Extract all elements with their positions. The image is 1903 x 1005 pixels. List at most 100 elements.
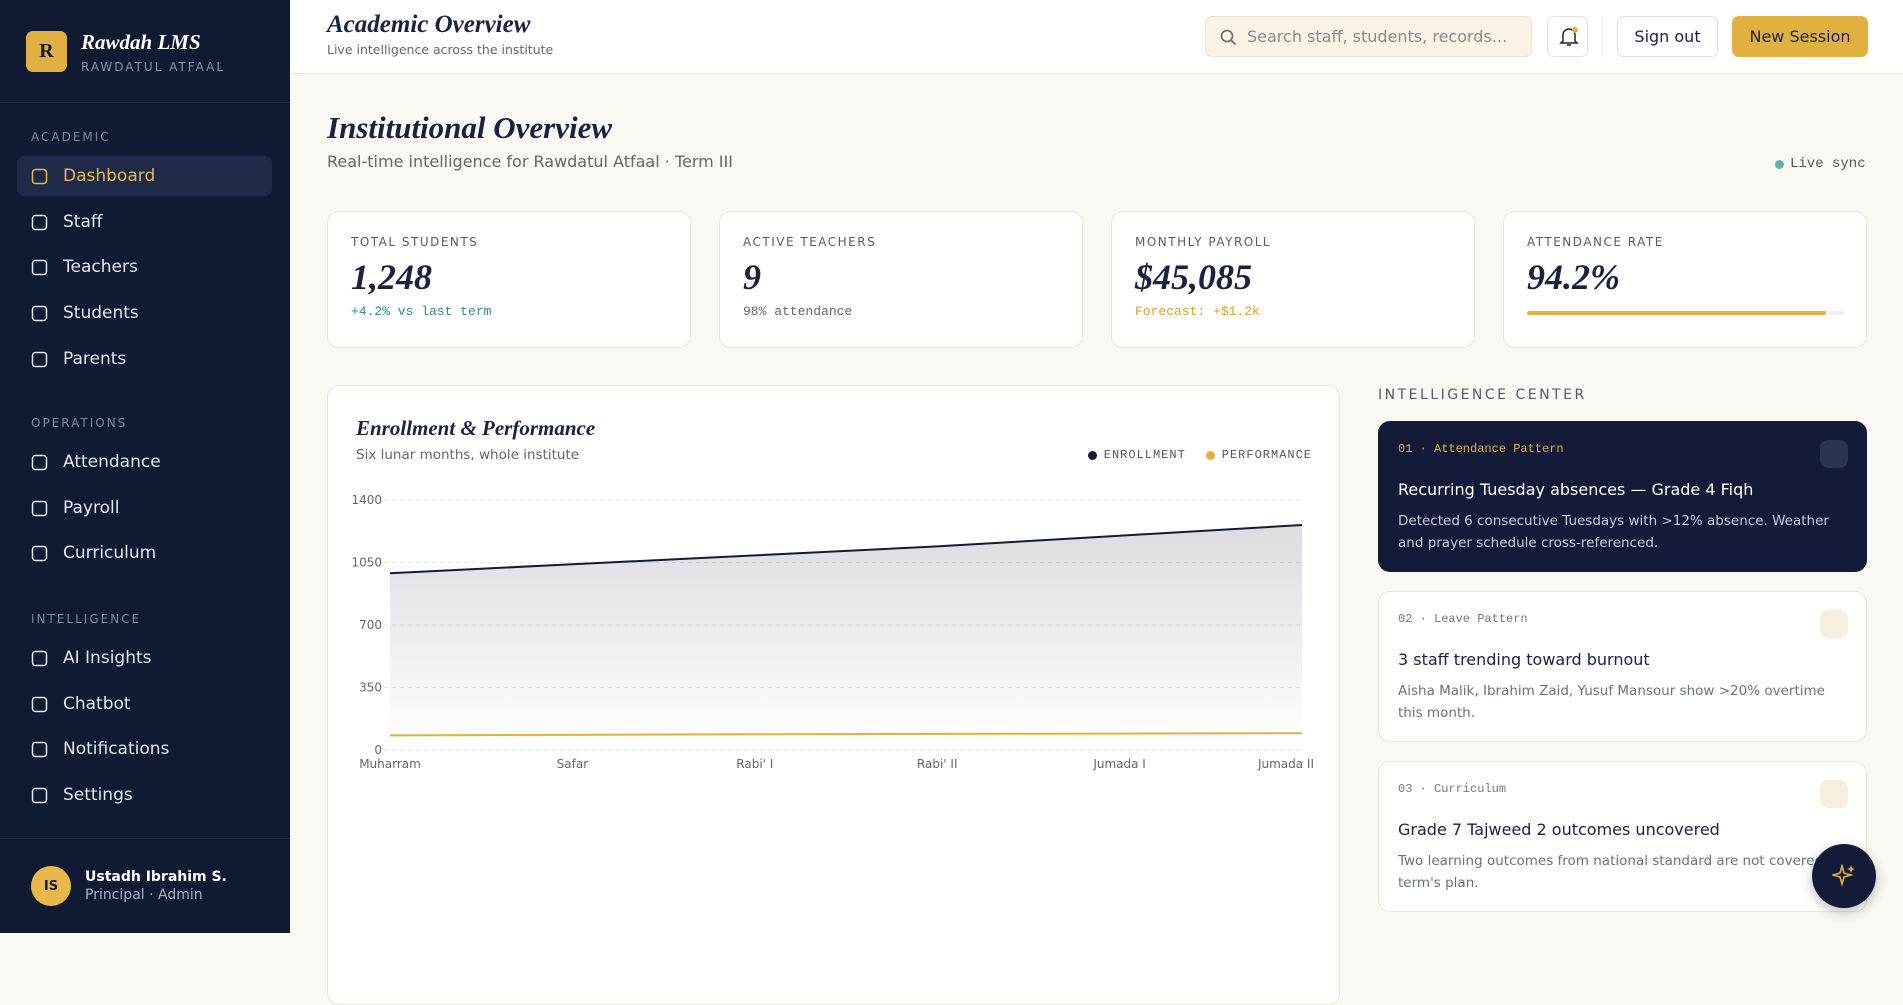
stat-value: 9 (743, 257, 761, 297)
search-box[interactable]: Search staff, students, records... (1205, 16, 1532, 57)
icon-shape (31, 787, 48, 804)
nav-icon (31, 787, 48, 804)
insight-title: 3 staff trending toward burnout (1398, 650, 1650, 669)
y-tick-label: 0 (374, 743, 382, 757)
nav-icon (31, 546, 48, 562)
icon-shape (31, 214, 48, 230)
series-line (389, 524, 1303, 575)
legend-entry: PERFORMANCE (1205, 448, 1312, 462)
icon-shape (31, 500, 48, 516)
nav-icon (31, 260, 48, 276)
sparkle-icon (1832, 864, 1855, 887)
sidebar: R Rawdah LMS RAWDATUL ATFAAL IS Ustadh I… (0, 0, 290, 933)
insight-body: Detected 6 consecutive Tuesdays with >12… (1398, 513, 1829, 551)
insight-card: 03 · Curriculum Grade 7 Tajweed 2 outcome… (1378, 761, 1867, 912)
insight-tag: 02 · Leave Pattern (1398, 612, 1528, 626)
insight-badge (1820, 780, 1848, 808)
intel-title: INTELLIGENCE CENTER (1378, 387, 1587, 403)
x-tick-label: Safar (557, 757, 589, 771)
nav-item[interactable]: Payroll (17, 488, 272, 528)
icon-shape (31, 742, 48, 758)
insight-badge (1820, 440, 1848, 468)
nav-item[interactable]: Attendance (17, 442, 272, 482)
overview-title: Institutional Overview (327, 110, 613, 145)
nav-item[interactable]: Curriculum (17, 533, 272, 573)
x-tick-label: Rabi' II (917, 757, 958, 771)
stat-note: 98% attendance (743, 304, 853, 319)
stat-value: 94.2% (1527, 257, 1620, 297)
brand-tagline: RAWDATUL ATFAAL (81, 60, 226, 74)
nav-item[interactable]: Notifications (17, 729, 272, 769)
chart: 0 350 700 1050 1400 Muharram Safar Rabi' I Rabi'… (351, 493, 1314, 771)
series-line (389, 732, 1303, 737)
insight-tag: 03 · Curriculum (1398, 782, 1507, 796)
x-tick-label: Rabi' I (736, 757, 773, 771)
legend: ENROLLMENT PERFORMANCE (1087, 448, 1312, 462)
stat-card: TOTAL STUDENTS 1,248 +4.2% vs last term (327, 211, 691, 348)
legend-swatch (1087, 450, 1097, 460)
legend-label: PERFORMANCE (1221, 448, 1312, 462)
nav-section: OPERATIONS (31, 416, 128, 430)
icon-shape (31, 168, 48, 185)
progress-bar (1527, 311, 1826, 315)
icon-shape (31, 650, 48, 667)
nav-section: ACADEMIC (31, 130, 111, 144)
nav-icon (31, 351, 48, 368)
stat-note: +4.2% vs last term (351, 304, 492, 319)
insight-tag: 01 · Attendance Pattern (1398, 442, 1564, 456)
brand-name: Rawdah LMS (81, 30, 201, 54)
search-placeholder: Search staff, students, records... (1247, 27, 1508, 46)
nav-icon (31, 214, 48, 230)
nav-item[interactable]: Chatbot (17, 684, 272, 724)
nav-icon (31, 500, 48, 516)
insight-card: 02 · Leave Pattern 3 staff trending towar… (1378, 591, 1867, 742)
bell-button[interactable] (1547, 16, 1588, 57)
stat-card: MONTHLY PAYROLL $45,085 Forecast: +$1.2k (1111, 211, 1475, 348)
overview-subtitle: Real-time intelligence for Rawdatul Atfa… (327, 152, 733, 171)
sign-out-button[interactable]: Sign out (1617, 16, 1718, 57)
nav-icon (31, 696, 48, 712)
insight-title: Grade 7 Tajweed 2 outcomes uncovered (1398, 820, 1720, 839)
nav-item[interactable]: Teachers (17, 247, 272, 287)
nav-item[interactable]: Staff (17, 202, 272, 242)
insight-body: Aisha Malik, Ibrahim Zaid, Yusuf Mansour… (1398, 683, 1825, 721)
nav-icon (31, 168, 48, 185)
new-session-button[interactable]: New Session (1732, 16, 1868, 57)
divider (0, 102, 290, 103)
nav-item[interactable]: AI Insights (17, 638, 272, 678)
separator (1602, 16, 1603, 57)
progress-track (1527, 311, 1844, 315)
stat-value: $45,085 (1135, 257, 1252, 297)
status-text: Live sync (1790, 156, 1866, 172)
nav-icon (31, 454, 48, 471)
insight-body: Two learning outcomes from national stan… (1398, 853, 1840, 891)
icon-shape (31, 351, 48, 368)
y-tick-label: 350 (359, 681, 382, 695)
icon-shape (31, 260, 48, 276)
nav-item[interactable]: Settings (17, 775, 272, 815)
insight-title: Recurring Tuesday absences — Grade 4 Fiq… (1398, 480, 1754, 499)
nav-item[interactable]: Students (17, 293, 272, 333)
chart-title: Enrollment & Performance (356, 416, 596, 440)
insight-card: 01 · Attendance Pattern Recurring Tuesday… (1378, 421, 1867, 572)
assistant-button[interactable] (1812, 844, 1876, 908)
icon-shape (31, 546, 48, 562)
header-title: Academic Overview (327, 11, 531, 38)
stat-label: ACTIVE TEACHERS (743, 235, 877, 249)
icon-shape (31, 305, 48, 322)
nav-item[interactable]: Dashboard (17, 156, 272, 196)
header-subtitle: Live intelligence across the institute (327, 42, 554, 57)
stat-note: Forecast: +$1.2k (1135, 304, 1260, 319)
icon-shape (31, 454, 48, 471)
logo: R (26, 31, 67, 72)
header: Academic Overview Live intelligence acro… (290, 0, 1903, 74)
legend-entry: ENROLLMENT (1087, 448, 1186, 462)
search-icon (1220, 29, 1237, 46)
x-tick-label: Jumada I (1092, 757, 1146, 771)
nav-icon (31, 650, 48, 667)
legend-swatch (1205, 450, 1215, 460)
area-fill (390, 525, 1302, 750)
chart-subtitle: Six lunar months, whole institute (356, 447, 580, 463)
nav-item[interactable]: Parents (17, 339, 272, 379)
